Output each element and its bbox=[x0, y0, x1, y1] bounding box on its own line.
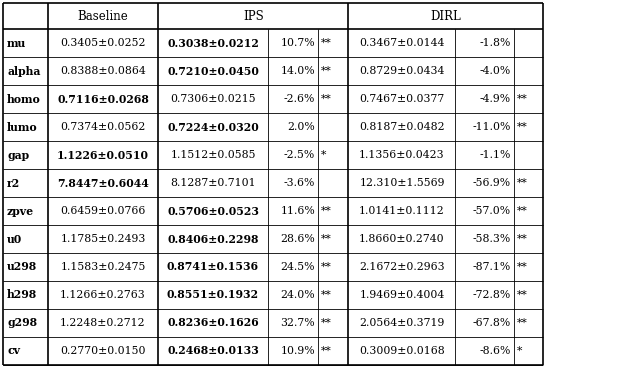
Text: **: ** bbox=[321, 66, 332, 76]
Text: -2.6%: -2.6% bbox=[284, 94, 315, 104]
Text: 0.7306±0.0215: 0.7306±0.0215 bbox=[170, 94, 256, 104]
Text: **: ** bbox=[321, 346, 332, 356]
Text: 7.8447±0.6044: 7.8447±0.6044 bbox=[57, 177, 149, 189]
Text: 24.0%: 24.0% bbox=[280, 290, 315, 300]
Text: **: ** bbox=[517, 94, 528, 104]
Text: **: ** bbox=[517, 234, 528, 244]
Text: 1.1512±0.0585: 1.1512±0.0585 bbox=[170, 150, 256, 160]
Text: alpha: alpha bbox=[7, 65, 40, 77]
Text: 1.1266±0.2763: 1.1266±0.2763 bbox=[60, 290, 146, 300]
Text: 32.7%: 32.7% bbox=[280, 318, 315, 328]
Text: -4.9%: -4.9% bbox=[480, 94, 511, 104]
Text: 0.3467±0.0144: 0.3467±0.0144 bbox=[359, 38, 445, 48]
Text: -87.1%: -87.1% bbox=[473, 262, 511, 272]
Text: 0.5706±0.0523: 0.5706±0.0523 bbox=[167, 205, 259, 217]
Text: -4.0%: -4.0% bbox=[480, 66, 511, 76]
Text: **: ** bbox=[321, 234, 332, 244]
Text: -72.8%: -72.8% bbox=[473, 290, 511, 300]
Text: 0.7210±0.0450: 0.7210±0.0450 bbox=[167, 65, 259, 77]
Text: 0.6459±0.0766: 0.6459±0.0766 bbox=[60, 206, 146, 216]
Text: 0.8388±0.0864: 0.8388±0.0864 bbox=[60, 66, 146, 76]
Text: 0.8236±0.1626: 0.8236±0.1626 bbox=[167, 317, 259, 328]
Text: 1.9469±0.4004: 1.9469±0.4004 bbox=[360, 290, 445, 300]
Text: 2.0%: 2.0% bbox=[287, 122, 315, 132]
Text: 1.2248±0.2712: 1.2248±0.2712 bbox=[60, 318, 146, 328]
Text: 0.8406±0.2298: 0.8406±0.2298 bbox=[167, 233, 259, 245]
Text: **: ** bbox=[517, 178, 528, 188]
Text: 2.1672±0.2963: 2.1672±0.2963 bbox=[359, 262, 445, 272]
Text: **: ** bbox=[321, 290, 332, 300]
Text: **: ** bbox=[517, 318, 528, 328]
Text: 1.1226±0.0510: 1.1226±0.0510 bbox=[57, 149, 149, 161]
Text: cv: cv bbox=[7, 345, 20, 356]
Text: *: * bbox=[517, 346, 522, 356]
Text: **: ** bbox=[517, 290, 528, 300]
Text: 14.0%: 14.0% bbox=[280, 66, 315, 76]
Text: 0.8551±0.1932: 0.8551±0.1932 bbox=[167, 289, 259, 300]
Text: Baseline: Baseline bbox=[77, 9, 129, 23]
Text: r2: r2 bbox=[7, 177, 20, 189]
Text: **: ** bbox=[517, 122, 528, 132]
Text: -67.8%: -67.8% bbox=[473, 318, 511, 328]
Text: 0.7467±0.0377: 0.7467±0.0377 bbox=[360, 94, 445, 104]
Text: **: ** bbox=[321, 262, 332, 272]
Text: 10.9%: 10.9% bbox=[280, 346, 315, 356]
Text: 0.7374±0.0562: 0.7374±0.0562 bbox=[60, 122, 146, 132]
Text: IPS: IPS bbox=[243, 9, 264, 23]
Text: -3.6%: -3.6% bbox=[284, 178, 315, 188]
Text: 28.6%: 28.6% bbox=[280, 234, 315, 244]
Text: **: ** bbox=[321, 38, 332, 48]
Text: -2.5%: -2.5% bbox=[284, 150, 315, 160]
Text: 0.7116±0.0268: 0.7116±0.0268 bbox=[57, 93, 149, 105]
Text: **: ** bbox=[517, 262, 528, 272]
Text: g298: g298 bbox=[7, 317, 37, 328]
Text: *: * bbox=[321, 150, 326, 160]
Text: -11.0%: -11.0% bbox=[472, 122, 511, 132]
Text: 24.5%: 24.5% bbox=[280, 262, 315, 272]
Text: **: ** bbox=[321, 94, 332, 104]
Text: **: ** bbox=[321, 206, 332, 216]
Text: -58.3%: -58.3% bbox=[473, 234, 511, 244]
Text: 2.0564±0.3719: 2.0564±0.3719 bbox=[359, 318, 445, 328]
Text: 1.0141±0.1112: 1.0141±0.1112 bbox=[359, 206, 445, 216]
Text: 0.3009±0.0168: 0.3009±0.0168 bbox=[359, 346, 445, 356]
Text: -1.1%: -1.1% bbox=[479, 150, 511, 160]
Text: -56.9%: -56.9% bbox=[473, 178, 511, 188]
Text: lumo: lumo bbox=[7, 121, 38, 133]
Text: 0.8187±0.0482: 0.8187±0.0482 bbox=[359, 122, 445, 132]
Text: u0: u0 bbox=[7, 233, 22, 245]
Text: homo: homo bbox=[7, 93, 41, 105]
Text: **: ** bbox=[321, 318, 332, 328]
Text: 0.8729±0.0434: 0.8729±0.0434 bbox=[359, 66, 445, 76]
Text: 1.8660±0.2740: 1.8660±0.2740 bbox=[359, 234, 445, 244]
Text: 0.2770±0.0150: 0.2770±0.0150 bbox=[60, 346, 146, 356]
Text: 10.7%: 10.7% bbox=[280, 38, 315, 48]
Text: mu: mu bbox=[7, 37, 26, 49]
Text: 1.1356±0.0423: 1.1356±0.0423 bbox=[359, 150, 445, 160]
Text: DIRL: DIRL bbox=[430, 9, 461, 23]
Text: 0.7224±0.0320: 0.7224±0.0320 bbox=[167, 121, 259, 133]
Text: 11.6%: 11.6% bbox=[280, 206, 315, 216]
Text: h298: h298 bbox=[7, 289, 37, 300]
Text: zpve: zpve bbox=[7, 205, 34, 217]
Text: 1.1785±0.2493: 1.1785±0.2493 bbox=[60, 234, 146, 244]
Text: 12.310±1.5569: 12.310±1.5569 bbox=[359, 178, 445, 188]
Text: 8.1287±0.7101: 8.1287±0.7101 bbox=[170, 178, 256, 188]
Text: gap: gap bbox=[7, 149, 29, 161]
Text: **: ** bbox=[517, 206, 528, 216]
Text: 1.1583±0.2475: 1.1583±0.2475 bbox=[60, 262, 146, 272]
Text: -57.0%: -57.0% bbox=[473, 206, 511, 216]
Text: 0.3405±0.0252: 0.3405±0.0252 bbox=[60, 38, 146, 48]
Text: -1.8%: -1.8% bbox=[479, 38, 511, 48]
Text: 0.3038±0.0212: 0.3038±0.0212 bbox=[167, 37, 259, 49]
Text: 0.2468±0.0133: 0.2468±0.0133 bbox=[167, 345, 259, 356]
Text: -8.6%: -8.6% bbox=[479, 346, 511, 356]
Text: 0.8741±0.1536: 0.8741±0.1536 bbox=[167, 261, 259, 273]
Text: u298: u298 bbox=[7, 261, 37, 273]
